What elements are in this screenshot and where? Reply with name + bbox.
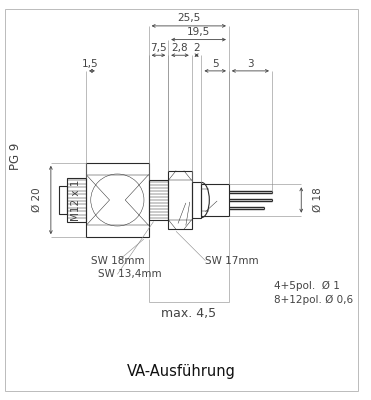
Text: 25,5: 25,5 <box>177 13 200 23</box>
Text: PG 9: PG 9 <box>9 142 22 170</box>
Text: 2: 2 <box>193 43 200 53</box>
Text: 8+12pol. Ø 0,6: 8+12pol. Ø 0,6 <box>274 295 353 305</box>
Text: 7,5: 7,5 <box>150 43 167 53</box>
Bar <box>168 171 192 229</box>
Bar <box>201 184 229 216</box>
Bar <box>149 180 168 220</box>
Text: SW 17mm: SW 17mm <box>206 256 259 266</box>
Text: 2,8: 2,8 <box>172 43 188 53</box>
Text: SW 13,4mm: SW 13,4mm <box>98 269 161 279</box>
Bar <box>192 182 201 218</box>
Text: 19,5: 19,5 <box>187 27 210 37</box>
Bar <box>59 186 66 214</box>
Bar <box>66 178 86 222</box>
Text: SW 18mm: SW 18mm <box>91 256 145 266</box>
Text: 1,5: 1,5 <box>82 59 98 69</box>
Bar <box>86 163 149 237</box>
Text: 3: 3 <box>247 59 254 69</box>
Text: VA-Ausführung: VA-Ausführung <box>127 364 235 379</box>
Text: 5: 5 <box>212 59 219 69</box>
Text: max. 4,5: max. 4,5 <box>161 307 216 320</box>
Text: Ø 20: Ø 20 <box>32 188 42 212</box>
Text: 4+5pol.  Ø 1: 4+5pol. Ø 1 <box>274 281 340 291</box>
Text: Ø 18: Ø 18 <box>313 188 323 212</box>
Text: M12 x 1: M12 x 1 <box>71 179 81 221</box>
